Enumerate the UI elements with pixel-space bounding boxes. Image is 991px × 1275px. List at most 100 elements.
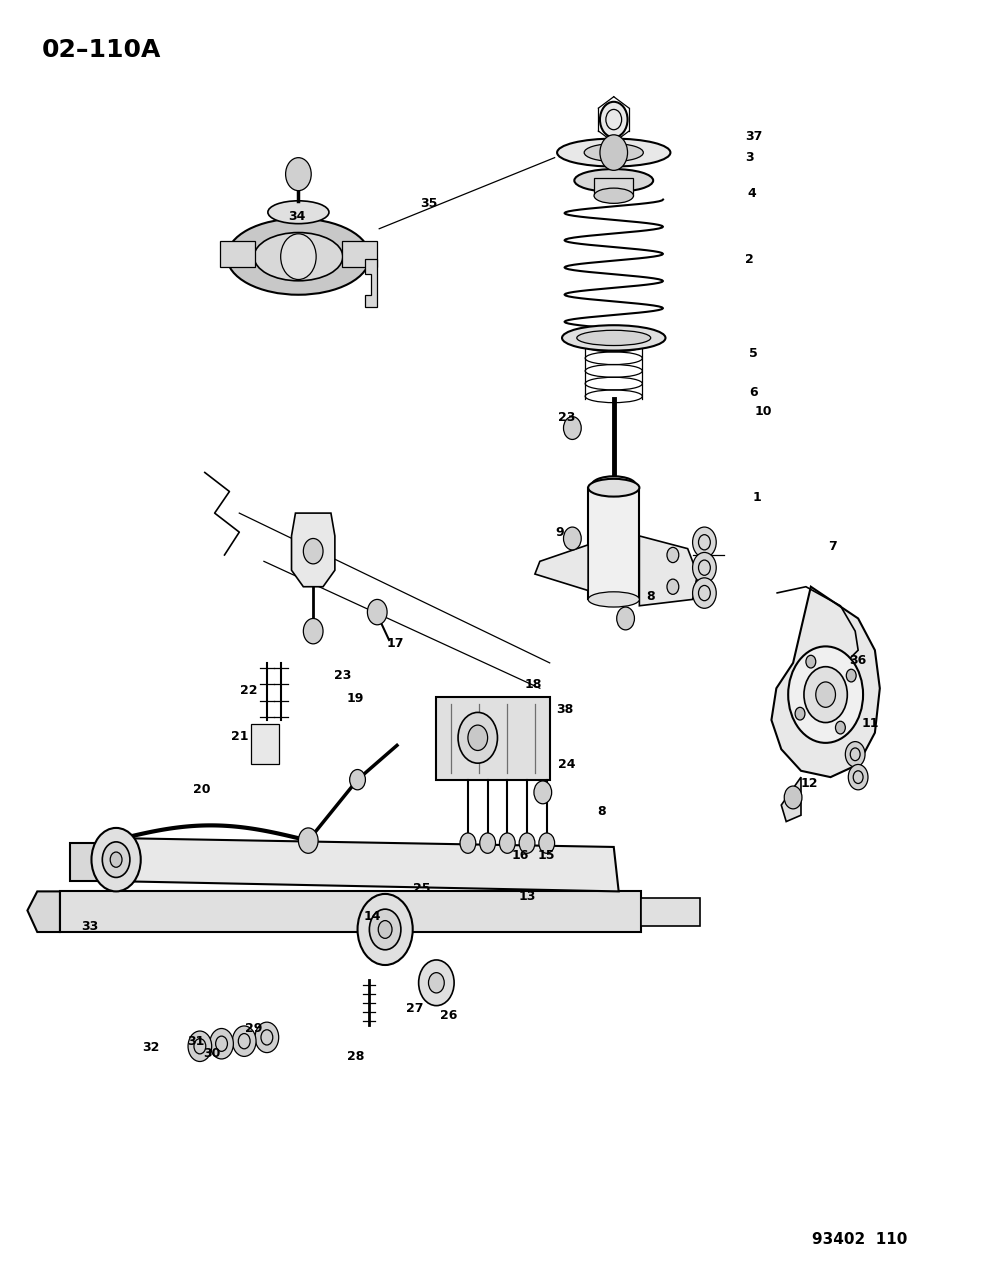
Circle shape [848, 765, 868, 789]
Text: 11: 11 [861, 718, 879, 731]
Ellipse shape [592, 477, 636, 493]
Ellipse shape [575, 170, 653, 193]
Ellipse shape [268, 200, 329, 223]
Circle shape [846, 669, 856, 682]
Circle shape [519, 833, 535, 853]
Circle shape [298, 827, 318, 853]
Text: 23: 23 [334, 669, 352, 682]
Ellipse shape [562, 325, 666, 351]
Text: 33: 33 [81, 921, 98, 933]
Circle shape [499, 833, 515, 853]
Text: 3: 3 [745, 152, 754, 164]
Text: 4: 4 [747, 186, 756, 200]
Text: 21: 21 [231, 731, 248, 743]
Polygon shape [781, 778, 801, 821]
Text: 27: 27 [406, 1002, 423, 1015]
Bar [220, 241, 255, 266]
Text: 34: 34 [287, 209, 305, 223]
Circle shape [370, 909, 401, 950]
Text: 37: 37 [745, 130, 762, 143]
Bar [641, 898, 701, 926]
Text: 19: 19 [347, 692, 365, 705]
Circle shape [303, 618, 323, 644]
Circle shape [667, 579, 679, 594]
Circle shape [600, 102, 627, 138]
Text: 32: 32 [142, 1040, 160, 1054]
Ellipse shape [584, 144, 643, 162]
Text: 28: 28 [347, 1049, 365, 1063]
Bar [588, 488, 639, 599]
Ellipse shape [254, 232, 343, 280]
Text: 38: 38 [556, 704, 573, 717]
Text: 30: 30 [203, 1047, 220, 1061]
Text: 23: 23 [558, 412, 575, 425]
Bar [59, 891, 641, 932]
Circle shape [835, 722, 845, 734]
Text: 25: 25 [413, 882, 430, 895]
Circle shape [816, 682, 835, 708]
Bar [436, 697, 550, 780]
Circle shape [232, 1026, 256, 1057]
Circle shape [693, 527, 716, 557]
Bar [594, 179, 633, 196]
Text: 26: 26 [440, 1010, 457, 1023]
Circle shape [285, 158, 311, 191]
Circle shape [788, 646, 863, 743]
Text: 13: 13 [518, 890, 536, 903]
Ellipse shape [557, 139, 671, 167]
Polygon shape [366, 259, 378, 307]
Circle shape [379, 921, 392, 938]
Polygon shape [28, 891, 59, 932]
Text: 7: 7 [828, 539, 836, 552]
Text: 1: 1 [752, 491, 761, 505]
Circle shape [693, 578, 716, 608]
Text: 2: 2 [745, 252, 754, 265]
Circle shape [806, 655, 816, 668]
Circle shape [358, 894, 412, 965]
Circle shape [350, 770, 366, 789]
Circle shape [480, 833, 496, 853]
Circle shape [784, 785, 802, 808]
Circle shape [693, 552, 716, 583]
Text: 12: 12 [800, 776, 818, 790]
Circle shape [255, 1023, 278, 1053]
Polygon shape [291, 513, 335, 586]
Circle shape [667, 547, 679, 562]
Polygon shape [639, 536, 698, 606]
Circle shape [804, 667, 847, 723]
Text: 20: 20 [193, 783, 211, 797]
Text: 02–110A: 02–110A [43, 38, 162, 62]
Bar [69, 843, 113, 881]
Text: 17: 17 [386, 638, 403, 650]
Circle shape [91, 827, 141, 891]
Circle shape [102, 842, 130, 877]
Text: 8: 8 [598, 805, 606, 819]
Text: 22: 22 [241, 685, 258, 697]
Circle shape [600, 135, 627, 171]
Circle shape [303, 538, 323, 564]
Text: 93402  110: 93402 110 [813, 1233, 908, 1247]
Circle shape [845, 742, 865, 768]
Polygon shape [116, 838, 618, 891]
Text: 18: 18 [524, 678, 542, 691]
Circle shape [460, 833, 476, 853]
Text: 36: 36 [849, 654, 867, 667]
Circle shape [110, 852, 122, 867]
Ellipse shape [588, 592, 639, 607]
Circle shape [458, 713, 497, 764]
Circle shape [188, 1031, 212, 1062]
Polygon shape [535, 544, 588, 590]
Circle shape [564, 417, 582, 440]
Ellipse shape [577, 330, 651, 346]
Text: 35: 35 [420, 196, 437, 210]
Ellipse shape [227, 218, 370, 295]
Text: 29: 29 [246, 1023, 263, 1035]
Text: 9: 9 [555, 525, 564, 538]
Bar [251, 724, 278, 765]
Circle shape [468, 725, 488, 751]
Text: 6: 6 [749, 386, 758, 399]
Circle shape [428, 973, 444, 993]
Circle shape [210, 1029, 233, 1060]
Polygon shape [771, 586, 880, 778]
Text: 31: 31 [187, 1035, 204, 1048]
